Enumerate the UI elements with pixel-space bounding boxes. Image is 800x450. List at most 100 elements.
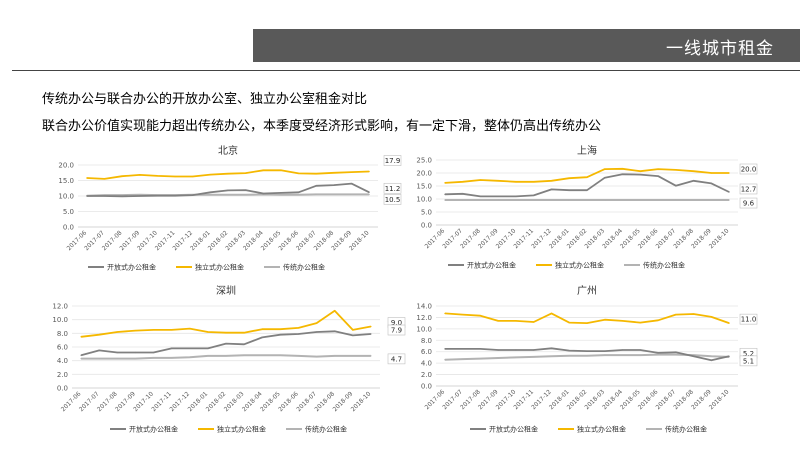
x-tick-label: 2018-10 xyxy=(708,227,731,250)
x-tick-label: 2018-10 xyxy=(708,388,731,411)
legend-label-private: 独立式办公租金 xyxy=(195,263,244,272)
data-point-open xyxy=(497,349,499,351)
data-point-private xyxy=(352,329,354,331)
data-point-open xyxy=(533,194,535,196)
data-point-traditional xyxy=(245,194,247,196)
data-point-private xyxy=(86,177,88,179)
data-point-traditional xyxy=(171,357,173,359)
data-point-open xyxy=(550,188,553,190)
y-tick-label: 6.0 xyxy=(421,348,432,356)
end-value-label: 9.6 xyxy=(743,200,755,208)
data-point-open xyxy=(189,347,191,349)
data-point-private xyxy=(134,330,137,332)
data-point-traditional xyxy=(243,354,245,356)
subtitle-line-2: 联合办公价值实现能力超出传统办公，本季度受经济形式影响，有一定下滑，整体仍高出传… xyxy=(42,119,602,134)
y-tick-label: 10.0 xyxy=(416,325,432,333)
data-point-private xyxy=(550,180,553,182)
data-point-traditional xyxy=(728,199,730,201)
data-point-traditional xyxy=(297,355,300,357)
data-point-open xyxy=(334,330,336,332)
data-point-open xyxy=(568,349,570,352)
end-value-label: 5.2 xyxy=(743,350,754,358)
end-label-box xyxy=(739,197,758,209)
data-point-open xyxy=(207,347,209,349)
data-point-private xyxy=(116,331,118,333)
y-tick-label: 4.0 xyxy=(421,360,432,368)
y-tick-label: 5.0 xyxy=(421,209,432,217)
data-point-private xyxy=(334,310,336,312)
header-divider xyxy=(12,70,800,71)
data-point-traditional xyxy=(497,199,499,201)
data-point-open xyxy=(352,334,354,336)
data-point-traditional xyxy=(152,357,155,359)
end-label-box xyxy=(383,182,402,194)
data-point-traditional xyxy=(444,359,446,361)
x-tick-label: 2018-10 xyxy=(350,390,373,413)
data-point-open xyxy=(675,185,677,187)
data-point-traditional xyxy=(315,355,318,358)
data-point-traditional xyxy=(121,194,123,196)
y-tick-label: 0.0 xyxy=(63,224,74,232)
data-point-open xyxy=(315,185,317,187)
data-point-traditional xyxy=(568,199,570,201)
data-point-private xyxy=(657,319,659,321)
data-point-open xyxy=(370,333,372,335)
data-point-traditional xyxy=(604,354,606,356)
data-point-private xyxy=(80,336,82,338)
data-point-private xyxy=(103,178,106,180)
end-value-label: 11.2 xyxy=(385,185,401,193)
data-point-open xyxy=(462,348,464,350)
data-point-private xyxy=(297,172,300,174)
y-tick-label: 0.0 xyxy=(421,383,432,391)
legend-label-open: 开放式办公租金 xyxy=(489,425,538,434)
data-point-private xyxy=(207,331,209,333)
data-point-private xyxy=(604,319,606,321)
data-point-private xyxy=(586,176,588,178)
y-tick-label: 10.0 xyxy=(416,196,432,204)
data-point-private xyxy=(209,174,211,176)
data-point-private xyxy=(462,313,464,316)
data-point-private xyxy=(728,322,730,324)
data-point-traditional xyxy=(98,358,100,360)
data-point-private xyxy=(462,181,464,183)
data-point-open xyxy=(98,349,100,352)
data-point-traditional xyxy=(134,358,137,360)
data-point-private xyxy=(139,174,141,176)
end-value-label: 20.0 xyxy=(741,166,757,174)
data-point-traditional xyxy=(710,355,712,357)
data-point-open xyxy=(710,182,712,184)
y-tick-label: 4.0 xyxy=(57,357,68,365)
data-point-private xyxy=(350,171,353,173)
data-point-private xyxy=(315,322,318,324)
end-label-box xyxy=(383,194,402,205)
data-point-traditional xyxy=(515,199,517,201)
data-point-open xyxy=(462,193,464,195)
data-point-private xyxy=(639,170,641,172)
data-point-open xyxy=(639,173,641,176)
legend-label-open: 开放式办公租金 xyxy=(129,425,178,434)
data-point-private xyxy=(225,332,227,334)
data-point-traditional xyxy=(370,355,372,357)
data-point-open xyxy=(262,192,264,195)
data-point-traditional xyxy=(279,354,281,356)
data-point-open xyxy=(261,336,263,339)
data-point-private xyxy=(479,315,482,317)
header-bar: 一线城市租金 xyxy=(253,29,800,62)
legend-label-traditional: 传统办公租金 xyxy=(665,425,707,434)
data-point-private xyxy=(675,169,677,171)
data-point-open xyxy=(80,354,82,356)
data-point-open xyxy=(139,195,141,197)
data-point-open xyxy=(657,352,659,354)
data-point-open xyxy=(368,191,370,193)
data-point-private xyxy=(227,173,229,175)
chart-shanghai: 上海0.05.010.015.020.025.02017-062017-0720… xyxy=(416,144,758,270)
data-point-open xyxy=(174,195,176,197)
data-point-traditional xyxy=(352,355,354,357)
chart-title: 上海 xyxy=(577,144,597,157)
data-point-private xyxy=(692,313,695,315)
data-point-open xyxy=(728,191,730,193)
data-point-private xyxy=(550,312,553,315)
data-point-open xyxy=(134,351,137,354)
data-point-traditional xyxy=(533,199,535,201)
data-point-traditional xyxy=(209,194,211,196)
